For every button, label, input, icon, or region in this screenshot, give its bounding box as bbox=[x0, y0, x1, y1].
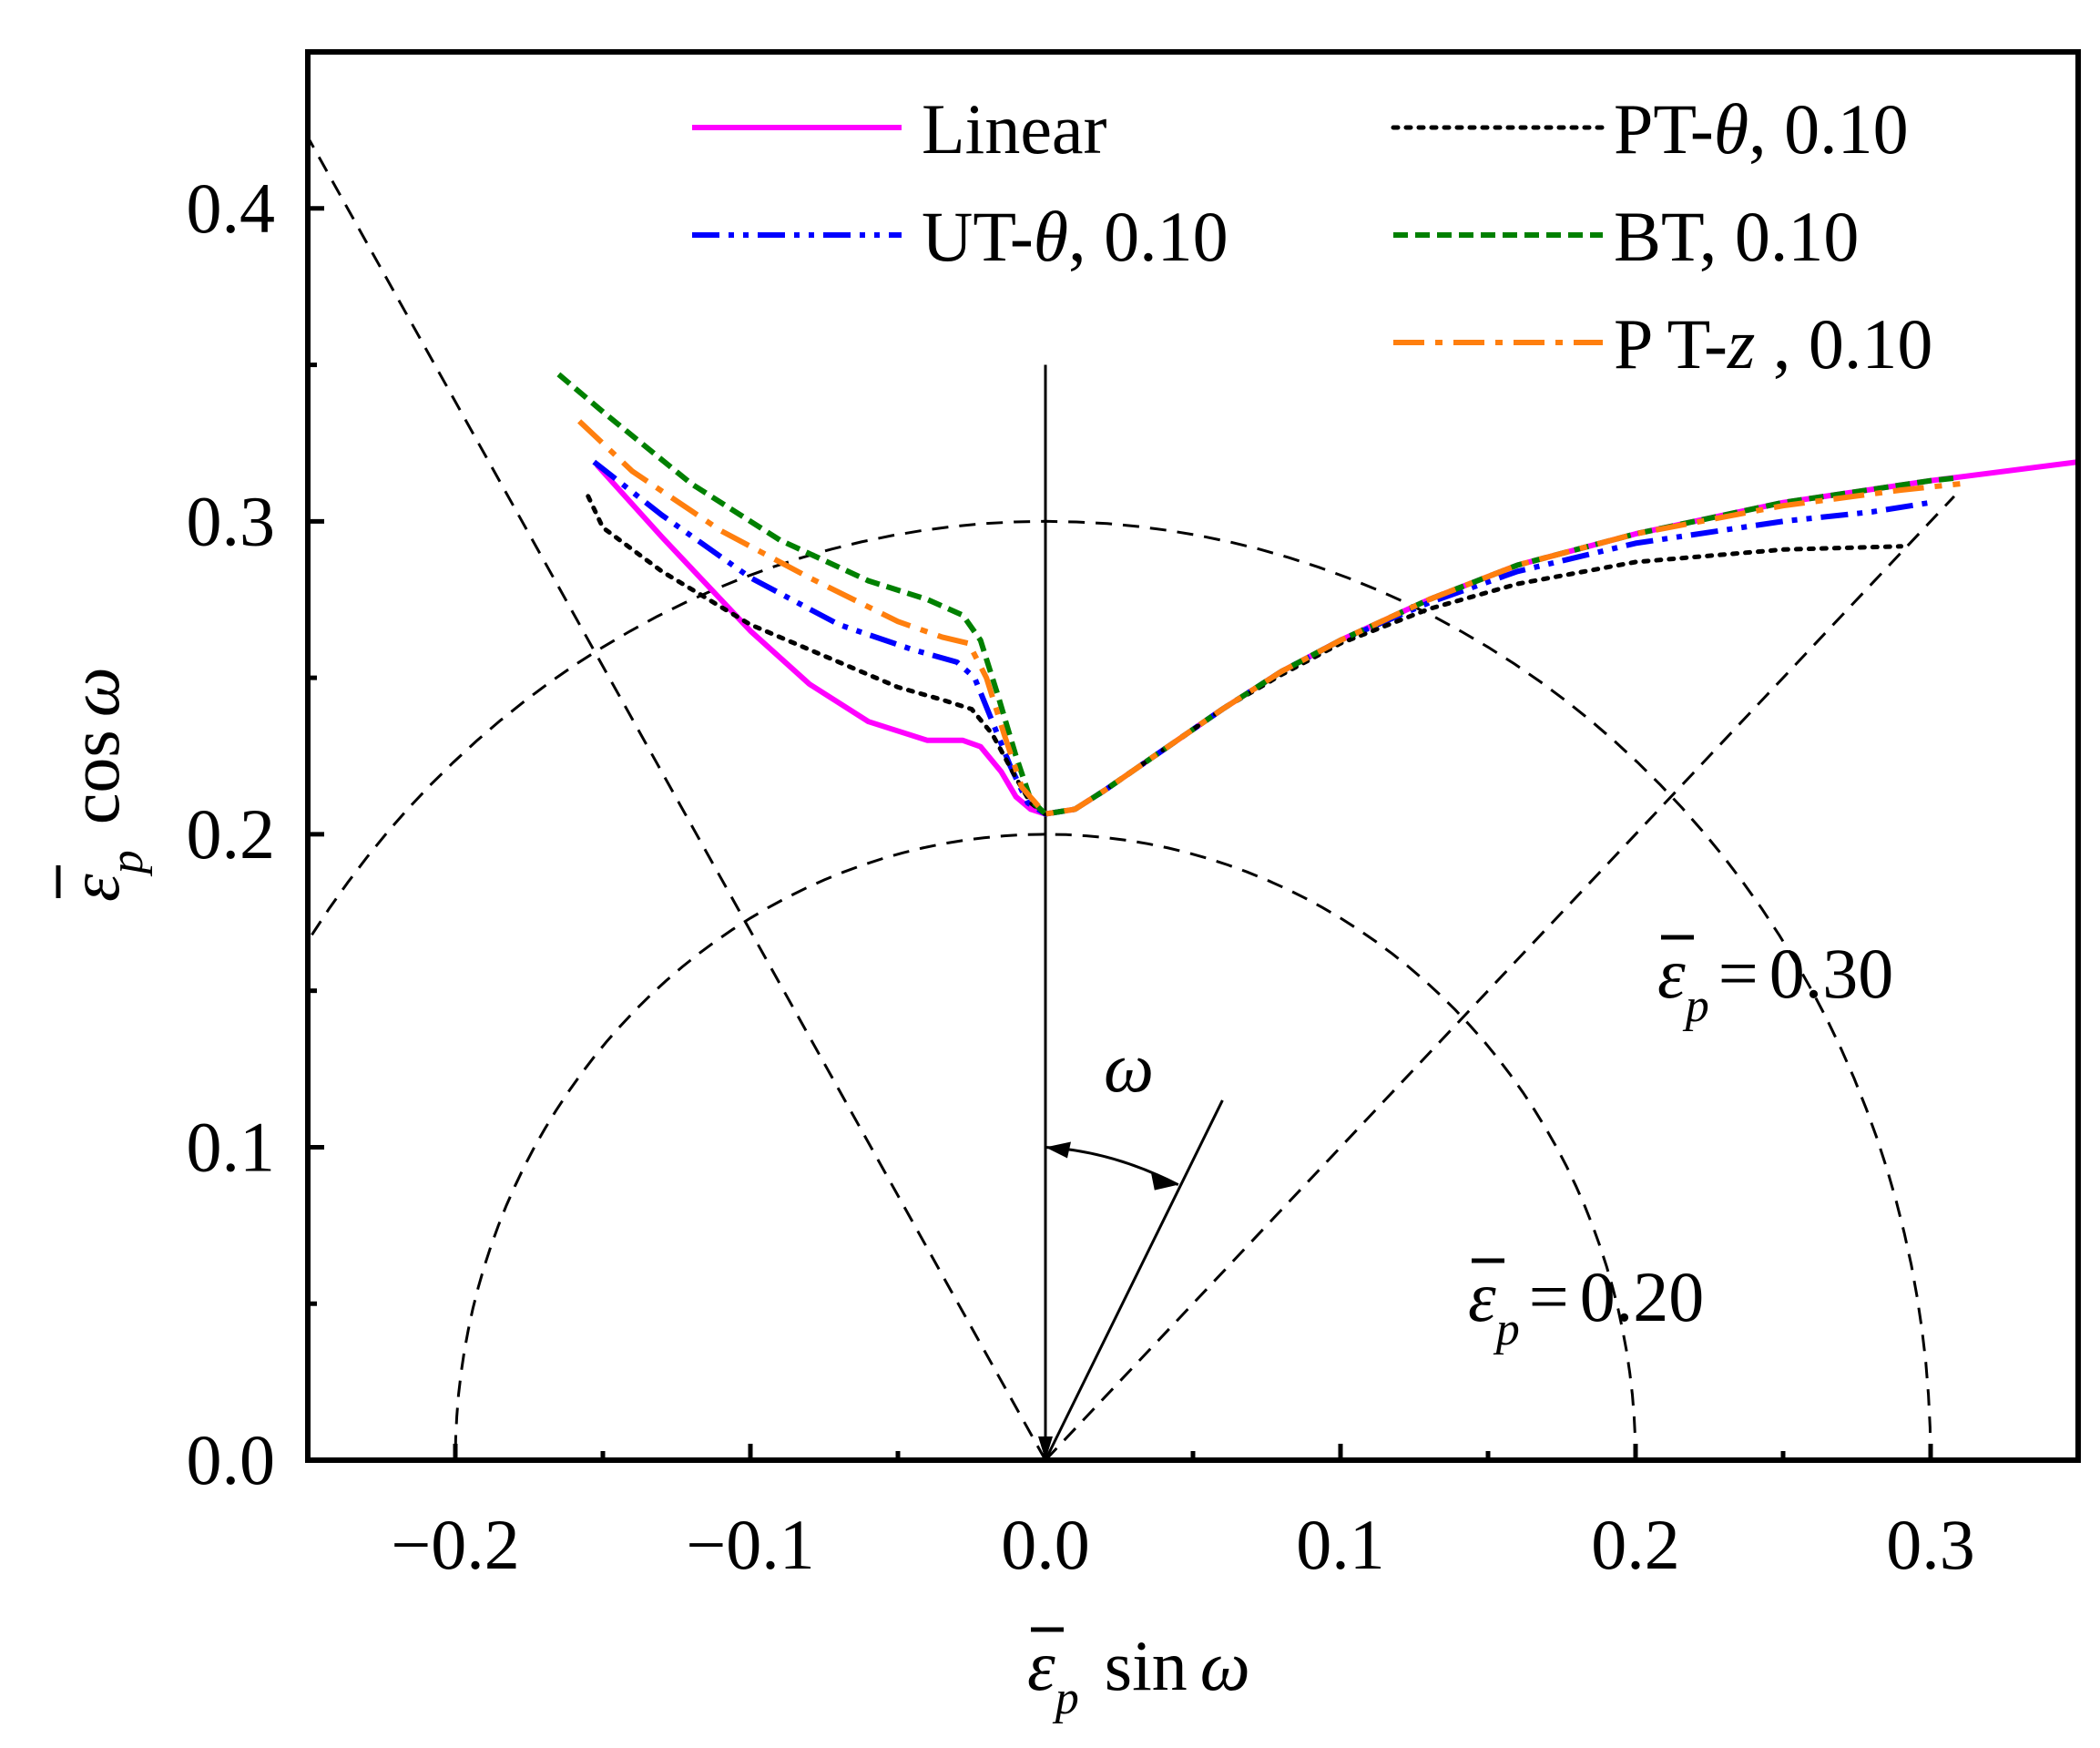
legend-label-0: Linear bbox=[922, 89, 1107, 169]
x-tick-label-4: 0.2 bbox=[1591, 1505, 1680, 1584]
series-line-2 bbox=[586, 494, 1904, 817]
y-axis-title: εpcosω bbox=[55, 667, 153, 902]
series-layer bbox=[556, 372, 2078, 817]
y-tick-label-4: 0.4 bbox=[187, 169, 276, 248]
annotation-eps-020: εp = 0.20 bbox=[1468, 1257, 1704, 1355]
series-line-3 bbox=[556, 372, 1961, 817]
y-tick-label-1: 0.1 bbox=[187, 1107, 276, 1186]
series-line-4 bbox=[577, 419, 1961, 817]
svg-text:εp=0.30: εp = 0.30 bbox=[1657, 934, 1893, 1032]
y-tick-label-3: 0.3 bbox=[187, 481, 276, 560]
legend-label-3: BT, 0.10 bbox=[1614, 197, 1859, 276]
series-line-0 bbox=[595, 459, 2078, 817]
reference-lines bbox=[308, 134, 1956, 1460]
omega-arrowhead-right bbox=[1150, 1171, 1178, 1191]
x-tick-label-3: 0.1 bbox=[1296, 1505, 1385, 1584]
reference-ray-1 bbox=[1044, 495, 1956, 1460]
x-tick-label-5: 0.3 bbox=[1886, 1505, 1975, 1584]
omega-direction-line bbox=[1044, 1099, 1224, 1460]
x-tick-label-2: 0.0 bbox=[1001, 1505, 1090, 1584]
legend-label-1: UT-θ, 0.10 bbox=[922, 197, 1228, 276]
omega-label: ω bbox=[1104, 1027, 1154, 1107]
y-tick-label-0: 0.0 bbox=[187, 1420, 276, 1499]
tick-labels: −0.2 −0.1 0.0 0.1 0.2 0.3 0.0 0.1 0.2 0.3 0.4 bbox=[187, 169, 1975, 1584]
x-tick-label-0: −0.2 bbox=[391, 1505, 520, 1584]
legend: Linear UT-θ, 0.10 PT-θ, 0.10 BT, 0.10 P T-z … bbox=[692, 89, 1932, 383]
svg-text:εp=0.20: εp = 0.20 bbox=[1468, 1257, 1704, 1355]
reference-ray-0 bbox=[308, 134, 1047, 1460]
legend-label-2: PT-θ, 0.10 bbox=[1614, 89, 1909, 169]
svg-text:εpcosω: εpcosω bbox=[55, 667, 153, 902]
legend-label-4: P T-z , 0.10 bbox=[1614, 304, 1932, 383]
annotation-eps-030: εp = 0.30 bbox=[1657, 934, 1893, 1032]
tick-marks bbox=[308, 206, 1933, 1463]
x-axis-title: εp sin ω bbox=[1027, 1626, 1250, 1724]
omega-arrowhead-left bbox=[1045, 1141, 1071, 1159]
x-tick-label-1: −0.1 bbox=[686, 1505, 815, 1584]
y-tick-label-2: 0.2 bbox=[187, 794, 276, 874]
